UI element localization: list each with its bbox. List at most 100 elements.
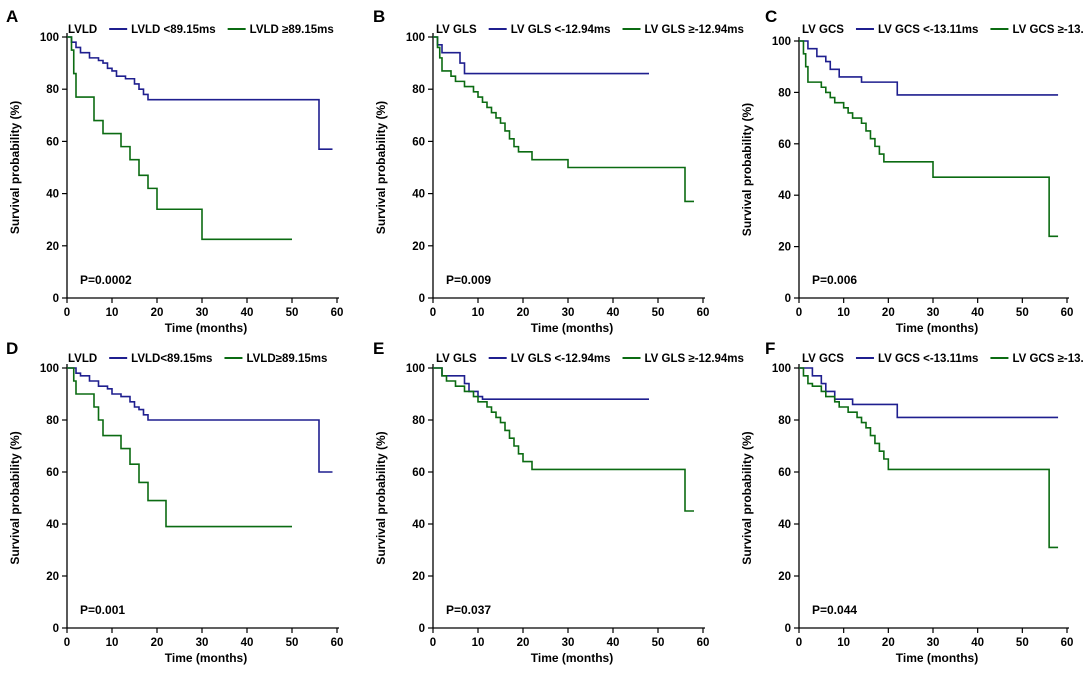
- x-tick-label: 50: [286, 637, 299, 649]
- x-axis-label: Time (months): [165, 321, 247, 335]
- y-tick-label: 100: [772, 36, 791, 48]
- x-tick-label: 0: [64, 307, 70, 319]
- x-tick-label: 60: [331, 307, 344, 319]
- x-axis-label: Time (months): [531, 321, 613, 335]
- y-axis-label: Survival probability (%): [374, 431, 388, 564]
- y-tick-label: 0: [419, 623, 425, 635]
- panel-f: F LV GCS LV GCS <-13.11ms LV GCS ≥-13.11ms 0…: [740, 339, 1084, 665]
- y-tick-label: 80: [778, 87, 791, 99]
- p-value: P=0.0002: [80, 273, 132, 287]
- legend-title: LV GLS: [436, 24, 477, 36]
- y-tick-label: 80: [412, 415, 425, 427]
- x-tick-label: 0: [430, 307, 436, 319]
- panel-b: B LV GLS LV GLS <-12.94ms LV GLS ≥-12.94ms 0…: [373, 7, 744, 335]
- y-tick-label: 20: [412, 571, 425, 583]
- y-tick-label: 100: [406, 32, 425, 44]
- panel-e: E LV GLS LV GLS <-12.94ms LV GLS ≥-12.94ms 0…: [373, 339, 744, 665]
- survival-curve-low: [799, 40, 1059, 96]
- x-tick-label: 0: [796, 307, 802, 319]
- panel-letter: B: [373, 7, 385, 26]
- y-tick-label: 60: [778, 467, 791, 479]
- x-tick-label: 50: [1016, 307, 1029, 319]
- y-tick-label: 20: [778, 571, 791, 583]
- x-tick-label: 40: [971, 307, 984, 319]
- y-tick-label: 0: [785, 623, 791, 635]
- y-tick-label: 80: [46, 84, 59, 96]
- x-tick-label: 40: [241, 307, 254, 319]
- survival-curve-high: [799, 40, 1059, 238]
- legend-label: LVLD≥89.15ms: [246, 353, 327, 365]
- x-axis-label: Time (months): [165, 651, 247, 665]
- x-tick-label: 60: [697, 307, 710, 319]
- p-value: P=0.001: [80, 603, 125, 617]
- y-tick-label: 60: [412, 467, 425, 479]
- y-tick-label: 0: [53, 293, 59, 305]
- x-tick-label: 20: [517, 637, 530, 649]
- legend-title: LVLD: [68, 353, 97, 365]
- x-tick-label: 40: [971, 637, 984, 649]
- x-tick-label: 20: [151, 307, 164, 319]
- legend-label: LV GLS <-12.94ms: [511, 24, 611, 36]
- panel-letter: E: [373, 339, 384, 358]
- x-tick-label: 50: [652, 637, 665, 649]
- survival-curve-high: [799, 367, 1059, 549]
- legend-label: LV GCS ≥-13.11ms: [1012, 24, 1084, 36]
- y-axis-label: Survival probability (%): [8, 101, 22, 234]
- y-tick-label: 80: [778, 415, 791, 427]
- x-tick-label: 20: [151, 637, 164, 649]
- y-tick-label: 60: [412, 136, 425, 148]
- survival-curve-low: [433, 367, 649, 400]
- legend-label: LV GCS ≥-13.11ms: [1012, 353, 1084, 365]
- legend-label: LVLD ≥89.15ms: [250, 24, 334, 36]
- y-axis-label: Survival probability (%): [374, 101, 388, 234]
- legend-label: LV GLS ≥-12.94ms: [645, 353, 744, 365]
- legend: LV GLS LV GLS <-12.94ms LV GLS ≥-12.94ms: [436, 353, 744, 365]
- p-value: P=0.006: [812, 273, 857, 287]
- x-tick-label: 50: [1016, 637, 1029, 649]
- y-tick-label: 0: [53, 623, 59, 635]
- legend-label: LVLD<89.15ms: [131, 353, 212, 365]
- x-tick-label: 30: [562, 637, 575, 649]
- y-axis-label: Survival probability (%): [740, 103, 754, 236]
- survival-curve-high: [433, 367, 694, 512]
- p-value: P=0.009: [446, 273, 491, 287]
- x-tick-label: 10: [472, 307, 485, 319]
- x-axis-label: Time (months): [896, 651, 978, 665]
- survival-curve-low: [433, 36, 649, 75]
- legend: LV GCS LV GCS <-13.11ms LV GCS ≥-13.11ms: [802, 353, 1084, 365]
- y-tick-label: 40: [778, 519, 791, 531]
- x-tick-label: 30: [562, 307, 575, 319]
- x-tick-label: 20: [517, 307, 530, 319]
- x-tick-label: 30: [927, 637, 940, 649]
- x-tick-label: 30: [196, 637, 209, 649]
- survival-curve-high: [67, 36, 292, 241]
- legend-label: LV GLS ≥-12.94ms: [645, 24, 744, 36]
- y-tick-label: 40: [46, 519, 59, 531]
- x-tick-label: 0: [64, 637, 70, 649]
- panel-letter: A: [6, 7, 18, 26]
- x-tick-label: 50: [286, 307, 299, 319]
- legend: LV GCS LV GCS <-13.11ms LV GCS ≥-13.11ms: [802, 24, 1084, 36]
- y-tick-label: 80: [412, 84, 425, 96]
- p-value: P=0.037: [446, 603, 491, 617]
- survival-curve-low: [67, 36, 333, 151]
- survival-curve-low: [67, 367, 333, 473]
- y-tick-label: 80: [46, 415, 59, 427]
- x-tick-label: 20: [882, 637, 895, 649]
- y-tick-label: 100: [772, 363, 791, 375]
- legend-label: LV GCS <-13.11ms: [878, 24, 978, 36]
- y-tick-label: 60: [46, 467, 59, 479]
- survival-curve-high: [67, 367, 292, 528]
- panel-a: A LVLD LVLD <89.15ms LVLD ≥89.15ms 0 20 40 60 80…: [6, 7, 343, 335]
- x-tick-label: 10: [472, 637, 485, 649]
- legend: LV GLS LV GLS <-12.94ms LV GLS ≥-12.94ms: [436, 24, 744, 36]
- y-tick-label: 20: [46, 241, 59, 253]
- y-axis-label: Survival probability (%): [740, 431, 754, 564]
- y-axis-label: Survival probability (%): [8, 431, 22, 564]
- y-tick-label: 20: [46, 571, 59, 583]
- legend-label: LV GCS <-13.11ms: [878, 353, 978, 365]
- x-tick-label: 60: [331, 637, 344, 649]
- panel-letter: C: [765, 7, 777, 26]
- x-tick-label: 60: [1061, 307, 1074, 319]
